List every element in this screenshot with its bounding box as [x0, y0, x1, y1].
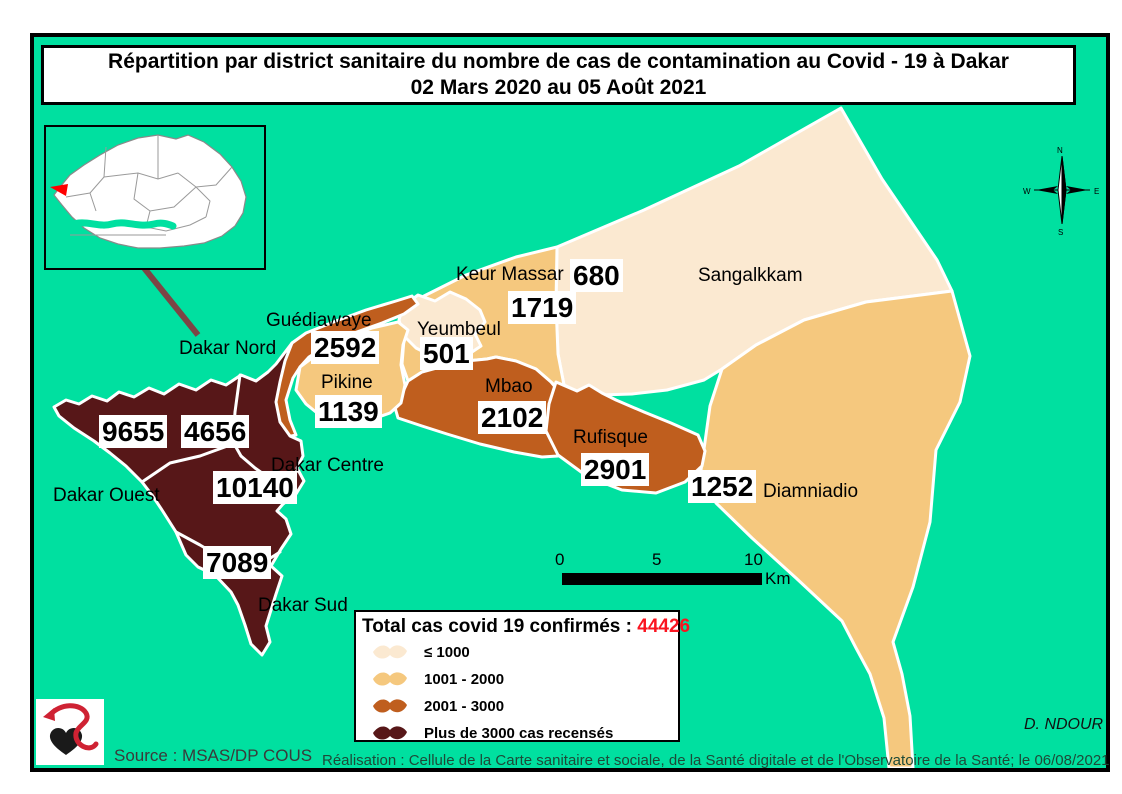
legend-label-cat1: ≤ 1000 — [424, 643, 470, 661]
legend-row-cat3: 2001 - 3000 — [362, 693, 672, 719]
count-dakar-sud: 7089 — [203, 546, 272, 579]
scalebar-unit: Km — [765, 569, 791, 588]
count-dakar-ouest: 9655 — [99, 415, 168, 448]
legend-row-cat1: ≤ 1000 — [362, 639, 672, 665]
map-frame: N S W E Répartition par district sanitai… — [30, 33, 1110, 772]
source-credit: Source : MSAS/DP COUS — [114, 746, 313, 765]
count-yeumbeul: 501 — [420, 337, 473, 370]
count-guediawaye: 2592 — [311, 331, 380, 364]
legend-swatch-cat2-icon — [373, 672, 407, 686]
label-dakar-sud: Dakar Sud — [258, 595, 348, 616]
compass-e-label: E — [1094, 187, 1099, 196]
dakar-region-highlight — [50, 184, 68, 196]
legend-total-value: 44426 — [637, 616, 691, 637]
compass-n-label: N — [1057, 146, 1063, 155]
label-mbao: Mbao — [485, 376, 533, 397]
senegal-inset-map — [44, 125, 266, 270]
map-title-line1: Répartition par district sanitaire du no… — [108, 50, 1009, 73]
label-guediawaye: Guédiawaye — [266, 310, 372, 331]
map-title-line2: 02 Mars 2020 au 05 Août 2021 — [410, 76, 707, 99]
count-sangalkkam: 680 — [570, 259, 623, 292]
senegal-outline — [53, 134, 247, 249]
count-dakar-nord: 4656 — [181, 415, 250, 448]
senegal-inset-svg — [50, 134, 247, 249]
label-diamniadio: Diamniadio — [763, 481, 859, 502]
count-rufisque: 2901 — [581, 453, 650, 486]
msas-logo — [36, 699, 104, 765]
legend-swatch-cat1-icon — [373, 645, 407, 659]
legend-swatch-cat3-icon — [373, 699, 407, 713]
gambia-river-gap — [66, 219, 177, 230]
label-pikine: Pikine — [321, 372, 373, 393]
label-dakar-ouest: Dakar Ouest — [53, 485, 160, 506]
scalebar-10: 10 — [744, 550, 763, 569]
compass-s-label: S — [1058, 228, 1063, 237]
district-diamniadio-shape — [698, 289, 972, 768]
scalebar-bar — [562, 573, 762, 585]
realisation-credit: Réalisation : Cellule de la Carte sanita… — [322, 752, 1110, 769]
legend-row-cat4: Plus de 3000 cas recensés — [362, 720, 672, 746]
count-mbao: 2102 — [478, 401, 547, 434]
legend-title: Total cas covid 19 confirmés : 44426 — [362, 616, 690, 638]
legend-label-cat4: Plus de 3000 cas recensés — [424, 724, 614, 742]
scalebar-5: 5 — [652, 550, 662, 569]
legend-swatch-cat4-icon — [373, 726, 407, 740]
count-diamniadio: 1252 — [688, 470, 757, 503]
legend-label-cat3: 2001 - 3000 — [424, 697, 505, 715]
label-dakar-centre: Dakar Centre — [271, 455, 384, 476]
senegal-region-borders — [65, 135, 233, 236]
label-sangalkkam: Sangalkkam — [698, 265, 803, 286]
label-yeumbeul: Yeumbeul — [417, 319, 501, 340]
count-pikine: 1139 — [315, 395, 382, 428]
label-keur-massar: Keur Massar — [456, 264, 564, 285]
legend-label-cat2: 1001 - 2000 — [424, 670, 505, 688]
label-dakar-nord: Dakar Nord — [179, 338, 277, 359]
label-rufisque: Rufisque — [573, 427, 648, 448]
scalebar-0: 0 — [555, 550, 565, 569]
msas-logo-icon — [43, 703, 99, 755]
author-credit: D. NDOUR — [1024, 716, 1104, 733]
compass-w-label: W — [1023, 187, 1031, 196]
count-keur-massar: 1719 — [508, 291, 577, 324]
legend-title-text: Total cas covid 19 confirmés : — [362, 616, 638, 637]
legend-box: Total cas covid 19 confirmés : 44426 ≤ 1… — [354, 610, 690, 742]
compass-rose-icon: N S W E — [1023, 146, 1099, 237]
count-dakar-centre: 10140 — [213, 471, 297, 504]
map-title-box: Répartition par district sanitaire du no… — [41, 45, 1076, 105]
legend-row-cat2: 1001 - 2000 — [362, 666, 672, 692]
